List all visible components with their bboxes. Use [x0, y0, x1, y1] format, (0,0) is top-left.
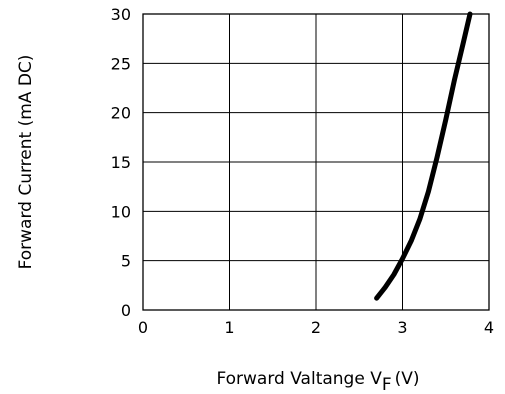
x-axis-label: Forward Valtange V [216, 369, 382, 389]
y-tick-label: 10 [111, 202, 131, 221]
y-tick-label: 20 [111, 104, 131, 123]
x-tick-label: 3 [397, 318, 407, 337]
x-tick-label: 1 [224, 318, 234, 337]
plot-frame [142, 13, 490, 311]
x-tick-label: 4 [484, 318, 494, 337]
x-tick-label: 2 [311, 318, 321, 337]
y-axis-title: Forward Current (mA DC) [16, 55, 36, 270]
x-axis-subscript: F [382, 375, 392, 394]
y-tick-label: 30 [111, 5, 131, 24]
x-axis-title: Forward Valtange VF (V) [216, 369, 419, 394]
series-line [374, 11, 473, 301]
y-tick-label: 15 [111, 153, 131, 172]
x-axis-unit: (V) [395, 369, 420, 389]
grid-lines [143, 14, 489, 310]
y-tick-labels: 0 5 10 15 20 25 30 [111, 5, 131, 320]
y-tick-label: 0 [121, 301, 131, 320]
x-tick-label: 0 [138, 318, 148, 337]
x-tick-labels: 0 1 2 3 4 [138, 318, 494, 337]
y-tick-label: 5 [121, 252, 131, 271]
y-tick-label: 25 [111, 54, 131, 73]
